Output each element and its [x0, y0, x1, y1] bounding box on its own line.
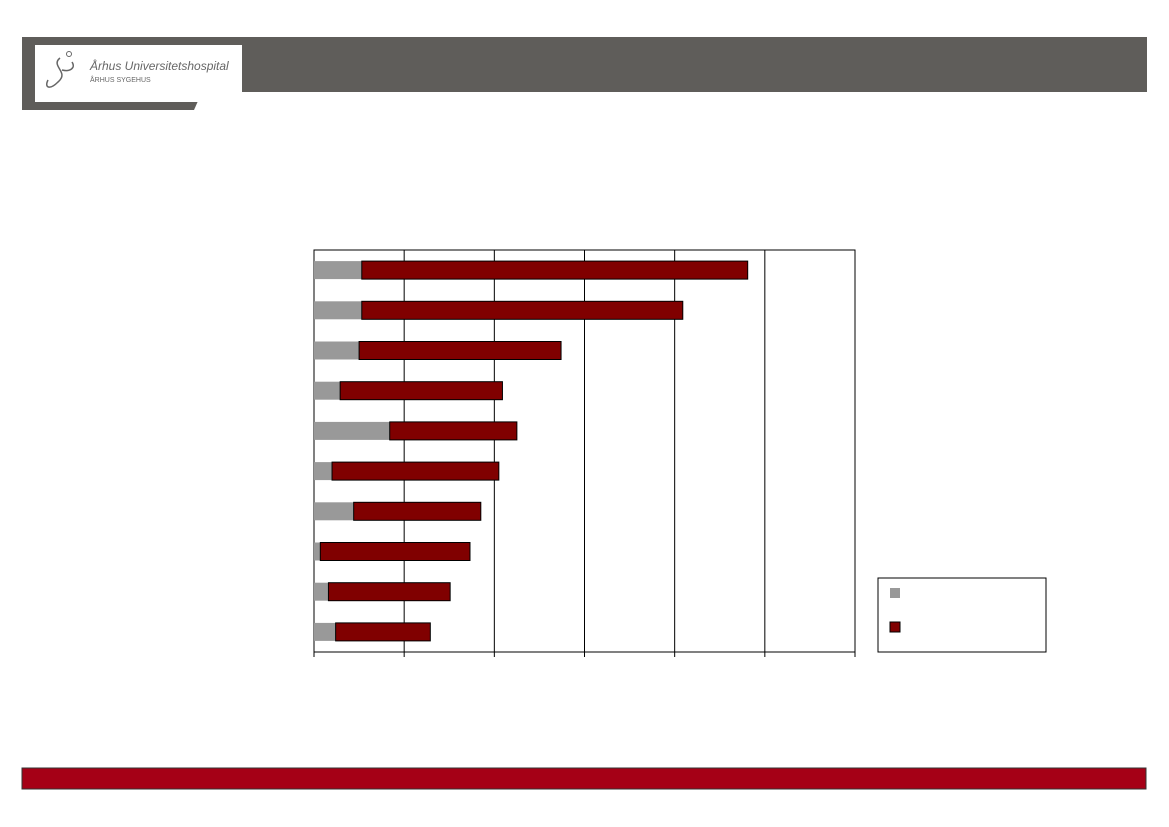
bar-segment — [314, 462, 333, 481]
bar-segment — [314, 301, 362, 320]
logo-dot — [66, 51, 72, 57]
bar-segment — [314, 341, 360, 360]
legend-box — [877, 577, 1047, 653]
bar-segment — [314, 582, 329, 601]
bar-segment — [314, 261, 362, 280]
bar-segment — [314, 622, 336, 641]
bar-segment — [314, 421, 390, 440]
bar-segment — [339, 381, 503, 401]
footer-band — [21, 767, 1147, 790]
bar-segment — [327, 582, 451, 602]
logo-mark — [46, 57, 74, 88]
legend-swatch — [889, 621, 901, 633]
logo-subtitle: ÅRHUS SYGEHUS — [90, 75, 151, 84]
bar-segment — [361, 300, 684, 320]
bar-segment — [314, 542, 321, 561]
bar-segment — [331, 461, 500, 481]
legend-swatch — [890, 588, 900, 598]
bar-segment — [361, 260, 749, 280]
bar-segment — [353, 501, 482, 521]
bar-segment — [389, 421, 518, 441]
bar-segment — [335, 622, 431, 642]
logo-name: Århus Universitetshospital — [89, 58, 229, 73]
bar-segment — [314, 502, 354, 521]
bar-segment — [319, 542, 471, 561]
bar-segment — [358, 341, 562, 360]
logo-box — [35, 45, 242, 102]
bar-segment — [314, 381, 341, 400]
